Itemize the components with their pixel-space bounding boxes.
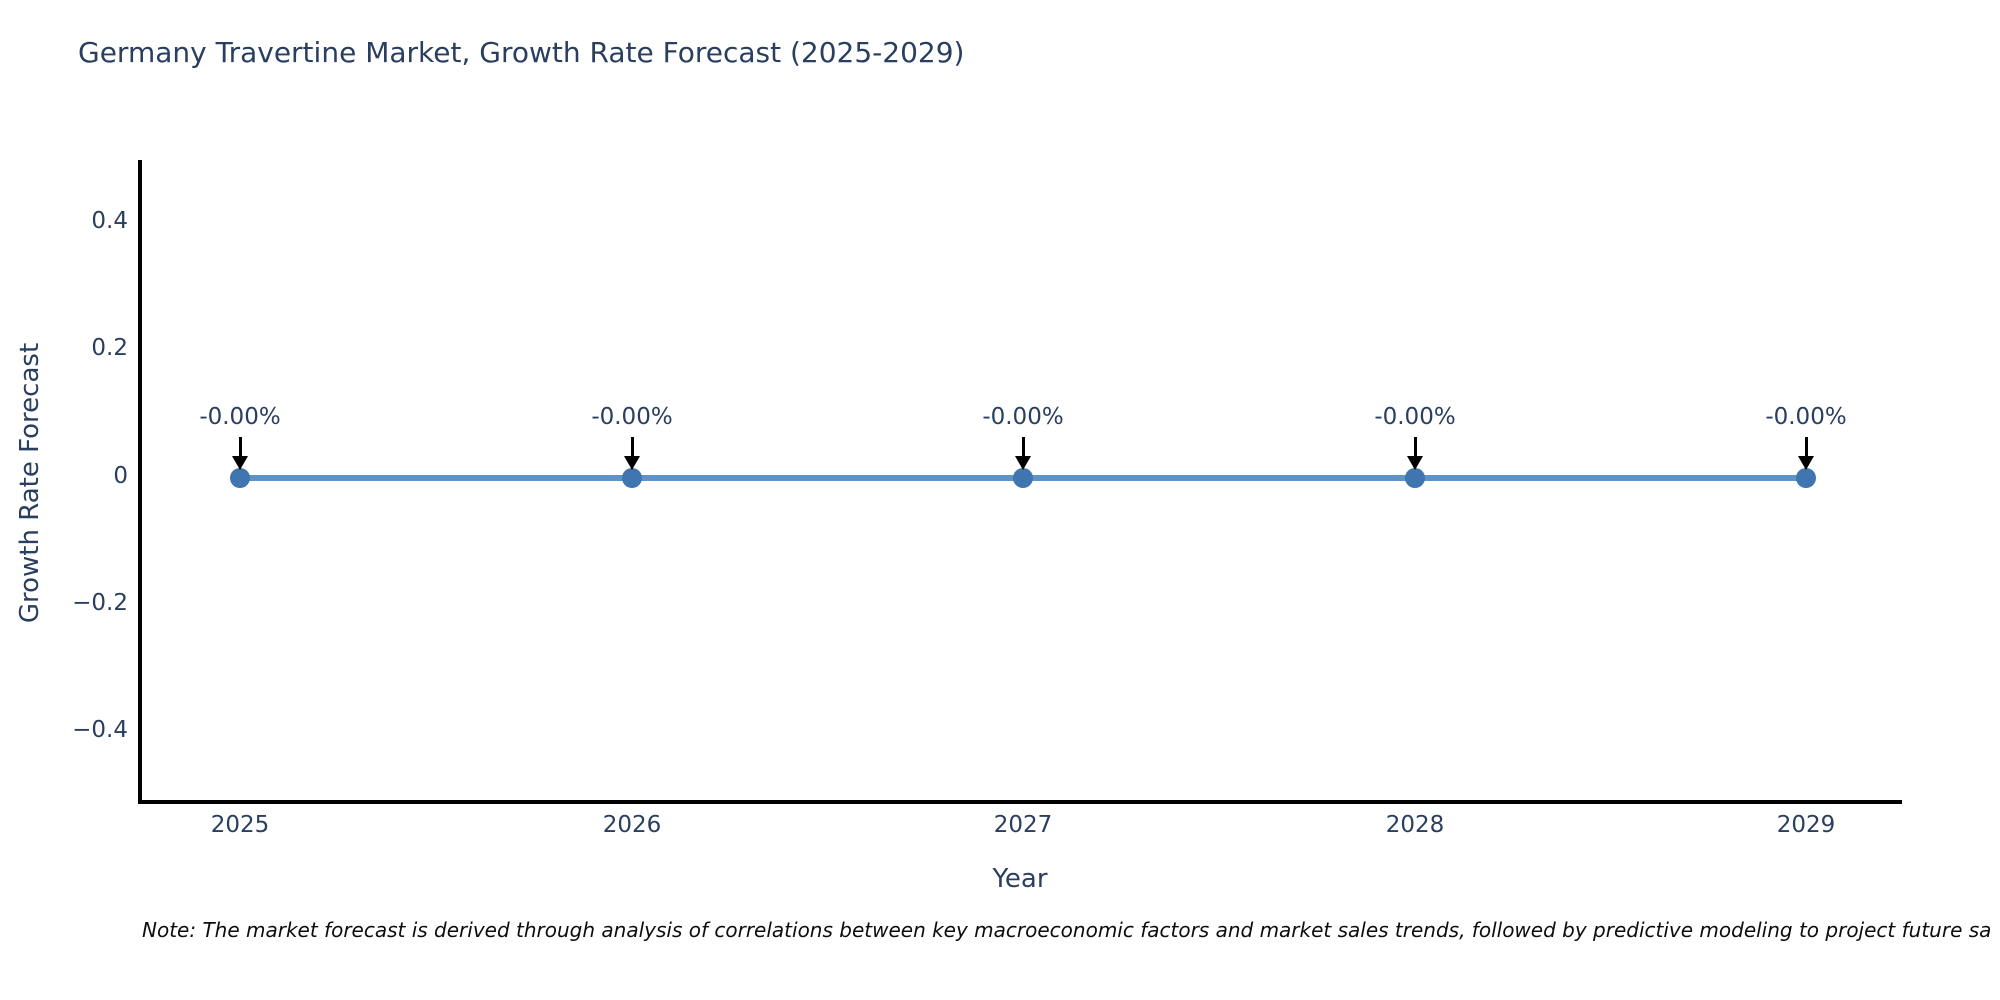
x-tick-label: 2029	[1776, 812, 1836, 838]
arrow-down-icon	[232, 456, 248, 470]
y-tick-label: −0.2	[72, 590, 128, 616]
x-tick-label: 2028	[1385, 812, 1445, 838]
x-tick-label: 2027	[993, 812, 1053, 838]
chart-title: Germany Travertine Market, Growth Rate F…	[78, 36, 965, 69]
annotation-label: -0.00%	[1765, 404, 1847, 430]
footnote: Note: The market forecast is derived thr…	[142, 918, 1992, 942]
y-tick-label: −0.4	[72, 717, 128, 743]
y-tick-label: 0.2	[91, 335, 128, 361]
x-tick-label: 2026	[602, 812, 662, 838]
x-axis-line	[138, 800, 1902, 804]
arrow-down-icon	[624, 456, 640, 470]
arrow-shaft	[1021, 437, 1025, 459]
data-point-2028[interactable]	[1405, 468, 1425, 488]
annotation-label: -0.00%	[982, 404, 1064, 430]
arrow-down-icon	[1407, 456, 1423, 470]
y-tick-label: 0	[113, 463, 128, 489]
annotation-label: -0.00%	[1374, 404, 1456, 430]
annotation-label: -0.00%	[591, 404, 673, 430]
data-point-2026[interactable]	[622, 468, 642, 488]
arrow-shaft	[630, 437, 634, 459]
data-point-2029[interactable]	[1796, 468, 1816, 488]
x-tick-label: 2025	[210, 812, 270, 838]
annotation-label: -0.00%	[199, 404, 281, 430]
arrow-down-icon	[1798, 456, 1814, 470]
arrow-shaft	[1804, 437, 1808, 459]
arrow-shaft	[1413, 437, 1417, 459]
data-point-2025[interactable]	[230, 468, 250, 488]
y-axis-line	[138, 160, 142, 804]
arrow-shaft	[238, 437, 242, 459]
x-axis-title: Year	[992, 864, 1048, 894]
data-point-2027[interactable]	[1013, 468, 1033, 488]
y-axis-title: Growth Rate Forecast	[15, 342, 45, 624]
arrow-down-icon	[1015, 456, 1031, 470]
y-tick-label: 0.4	[91, 208, 128, 234]
